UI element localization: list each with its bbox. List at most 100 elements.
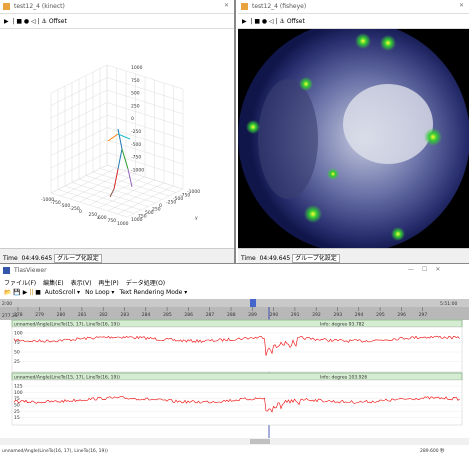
x-tick-label: 250	[89, 212, 98, 218]
screen: test12_4 (kinect) ✕ ▶ | ■ ● ◁ | ⚓ Offset…	[0, 0, 469, 454]
grid-line	[72, 183, 148, 207]
time-label: Time	[241, 255, 256, 262]
y-tick-label: 50	[14, 403, 20, 409]
footer: Time 04:49.645 グループ化設定	[0, 248, 234, 263]
toolbar: ▶ | ■ ● ◁ | ⚓ Offset	[238, 14, 469, 29]
track-info: Info: degree 93.782	[320, 322, 365, 328]
timeline-tick-label: 279	[35, 312, 44, 318]
status-time: 289.600 秒	[420, 447, 445, 454]
y-tick-label: 0	[159, 203, 162, 209]
grid-line	[99, 180, 155, 208]
offset[interactable]: Offset	[49, 18, 67, 25]
scroll-thumb[interactable]	[250, 439, 270, 444]
track-name: unnamed/Angle(LineTo(15, 17), LineTo(16,…	[14, 375, 120, 381]
window-title: test12_4 (fisheye)	[238, 0, 469, 14]
y-tick-label: 25	[14, 409, 20, 415]
group-button[interactable]: グループ化設定	[292, 254, 340, 263]
group-button[interactable]: グループ化設定	[54, 254, 102, 263]
toolbar-dropdown[interactable]: AutoScroll ▾	[45, 289, 80, 296]
ruler-thumb[interactable]	[250, 299, 256, 307]
timeline-tick-label: 289	[248, 312, 257, 318]
timeline-tick-label: 294	[355, 312, 364, 318]
x-tick-label: 750	[108, 218, 117, 224]
track-info: Info: degree 103.926	[320, 375, 367, 381]
window-title: test12_4 (kinect)	[0, 0, 234, 14]
timeline-tick-label: 278	[14, 312, 23, 318]
track-plot	[12, 380, 462, 425]
timeline-tick-label: 293	[334, 312, 343, 318]
app-icon	[3, 267, 10, 274]
plot-3d: 10007505002500-250-500-750-1000-1000-750…	[0, 29, 234, 248]
z-tick-label: 750	[131, 78, 140, 84]
z-tick-label: 0	[131, 116, 134, 122]
menu-item[interactable]: データ処理(O)	[126, 280, 165, 287]
timeline-tick-label: 288	[227, 312, 236, 318]
right-window: test12_4 (fisheye) ✕ ▶ | ■ ● ◁ | ⚓ Offse…	[238, 0, 469, 263]
timeline-tick-label: 287	[206, 312, 215, 318]
timeline-tick-label: 286	[184, 312, 193, 318]
z-tick-label: -500	[131, 142, 141, 148]
y-tick-label: 100	[14, 331, 23, 337]
y-axis-label: y	[195, 216, 198, 221]
video-frame	[238, 29, 469, 248]
menu-item[interactable]: 表示(V)	[71, 280, 92, 287]
app-icon	[241, 3, 248, 10]
timeline-tick-label: 283	[121, 312, 130, 318]
status-path: unnamed/Angle(LineTo(16, 17), LineTo(16,…	[2, 448, 108, 454]
z-tick-label: 500	[131, 91, 140, 97]
x-tick-label: 1000	[117, 221, 129, 227]
z-tick-label: -250	[131, 129, 141, 135]
y-tick-label: 15	[14, 415, 20, 421]
timeline-tick-label: 290	[270, 312, 279, 318]
z-tick-label: 250	[131, 103, 140, 109]
z-tick-label: -750	[131, 155, 141, 161]
viewer-window: TlasViewer —☐✕ ファイル(F) 編集(E) 表示(V) 再生(P) データ…	[0, 263, 469, 454]
timeline-tick-label: 285	[163, 312, 172, 318]
timeline-tick-label: 295	[376, 312, 385, 318]
z-tick-label: 1000	[131, 65, 143, 71]
timeline-tick-label: 292	[312, 312, 321, 318]
timeline-tick-label: 284	[142, 312, 151, 318]
toolbar: ▶ | ■ ● ◁ | ⚓ Offset	[0, 14, 234, 29]
menu-item[interactable]: 編集(E)	[43, 280, 63, 287]
skeleton-bone	[118, 149, 122, 169]
timeline-tick-label: 296	[397, 312, 406, 318]
track-plot	[12, 327, 462, 372]
ruler-start: 2:00	[2, 301, 12, 307]
ruler-end: 5:51:00	[440, 301, 457, 307]
window-controls[interactable]: —☐✕	[408, 266, 448, 273]
timeline-tick-label: 282	[99, 312, 108, 318]
footer: Time 04:49.645 グループ化設定	[238, 248, 469, 263]
toolbar-dropdown[interactable]: No Loop ▾	[85, 289, 114, 296]
timeline-tick-label: 281	[78, 312, 87, 318]
menu-bar: ファイル(F) 編集(E) 表示(V) 再生(P) データ処理(O)	[4, 278, 172, 288]
z-tick-label: -1000	[131, 167, 144, 173]
y-tick-label: 75	[14, 340, 20, 346]
time-label: Time	[3, 255, 18, 262]
timeline-tick-label: 291	[291, 312, 300, 318]
grid-line	[79, 179, 155, 203]
time: 04:49.645	[22, 255, 53, 262]
y-tick-label: 25	[14, 359, 20, 365]
left-window: test12_4 (kinect) ✕ ▶ | ■ ● ◁ | ⚓ Offset…	[0, 0, 236, 263]
time: 04:49.645	[260, 255, 291, 262]
close-button[interactable]: ✕	[224, 2, 229, 9]
x-tick-label: 0	[79, 209, 82, 215]
menu-item[interactable]: 再生(P)	[98, 280, 118, 287]
x-axis-label: x	[97, 216, 100, 221]
timeline-tick-label: 280	[57, 312, 66, 318]
offset[interactable]: Offset	[287, 18, 305, 25]
toolbar-dropdown[interactable]: Text Rendering Mode ▾	[119, 289, 187, 296]
toolbar: 📂 💾 ▶ || ■ AutoScroll ▾No Loop ▾Text Ren…	[4, 289, 192, 299]
track-name: unnamed/Angle(LineTo(15, 17), LineTo(16,…	[14, 322, 120, 328]
y-tick-label: -1000	[187, 189, 200, 195]
app-icon	[3, 3, 10, 10]
timeline-view: 2:005:51:00277.2327827928028128228328428…	[0, 299, 469, 455]
y-tick-label: 50	[14, 350, 20, 356]
y-tick-label: 125	[14, 384, 23, 390]
scrollbar	[0, 438, 469, 445]
window-title: TlasViewer	[0, 264, 469, 277]
y-tick-label: 100	[14, 390, 23, 396]
close-button[interactable]: ✕	[459, 2, 464, 9]
menu-item[interactable]: ファイル(F)	[4, 280, 36, 287]
